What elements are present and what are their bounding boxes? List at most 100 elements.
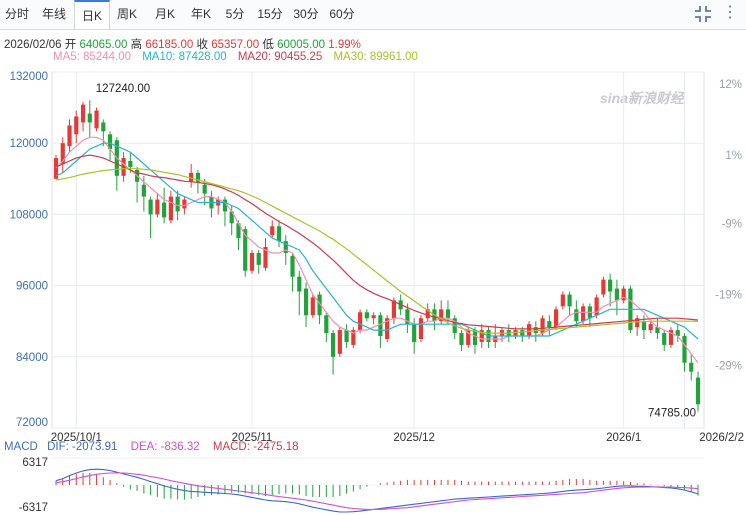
candle-body — [229, 211, 234, 224]
tab-0[interactable]: 分时 — [4, 7, 29, 21]
candle-body — [249, 252, 255, 271]
more-options-icon[interactable]: ⋮ — [722, 4, 738, 21]
ma-line-ma20 — [55, 154, 699, 330]
candle-body — [256, 252, 261, 265]
candle-body — [270, 226, 275, 236]
candle-body — [297, 276, 302, 292]
candle-body — [594, 297, 599, 316]
y-tick-label: 96000 — [16, 281, 48, 293]
tab-9[interactable]: 60分 — [329, 7, 355, 21]
x-tick-label: 2026/1 — [606, 432, 641, 444]
candle-body — [459, 333, 464, 345]
tab-8[interactable]: 30分 — [293, 7, 319, 21]
candle-body — [581, 306, 586, 322]
candle-body — [364, 312, 369, 319]
candle-body — [202, 184, 207, 194]
high-annotation: 127240.00 — [96, 83, 150, 95]
tab-6[interactable]: 5分 — [225, 7, 245, 21]
ma30-value: MA30: 89961.00 — [333, 51, 418, 63]
tab-1[interactable]: 年线 — [41, 7, 66, 21]
candle-body — [222, 199, 228, 212]
candle-body — [101, 122, 106, 132]
chart-frame — [51, 71, 705, 429]
candle-body — [344, 330, 349, 342]
ma20-value: MA20: 90455.25 — [237, 51, 323, 63]
candle-body — [236, 223, 241, 239]
y-tick-label: 108000 — [10, 209, 48, 221]
candle-body — [648, 324, 653, 331]
candle-body — [668, 330, 674, 345]
candle-body — [290, 255, 295, 277]
y-tick-label: 132000 — [10, 71, 48, 83]
candle-body — [439, 309, 444, 322]
right-tick-label: -19% — [715, 290, 742, 302]
candle-body — [74, 116, 79, 135]
ma-line-ma10 — [55, 142, 699, 340]
ma10-value: MA10: 87428.00 — [142, 51, 227, 63]
candle-body — [175, 196, 180, 212]
candle-body — [695, 377, 701, 405]
tab-4[interactable]: 月K — [154, 7, 175, 21]
candle-body — [263, 247, 268, 268]
candle-body — [358, 312, 363, 331]
ma5-value: MA5: 85244.00 — [53, 51, 132, 63]
candle-body — [337, 330, 342, 354]
ohlc-info: 2026/02/06 开 64065.00 高 66185.00 收 65357… — [4, 36, 361, 52]
candle-body — [540, 318, 545, 334]
tab-2[interactable]: 日K — [74, 0, 110, 29]
x-tick-label: 2026/2/2 — [699, 432, 744, 444]
y-tick-label: 84000 — [16, 352, 48, 364]
candle-body — [283, 241, 288, 253]
dea-value: DEA: -836.32 — [130, 441, 200, 453]
right-tick-label: -29% — [715, 361, 742, 373]
candle-body — [601, 279, 606, 295]
tab-5[interactable]: 年K — [190, 7, 211, 21]
macd-tick-bottom: -6317 — [19, 502, 48, 514]
ma-info: MA5: 85244.00 MA10: 87428.00 MA20: 90455… — [53, 51, 418, 63]
ma-line-ma30 — [55, 168, 699, 334]
candle-body — [621, 288, 626, 301]
candle-body — [662, 333, 667, 345]
candle-body — [195, 172, 201, 182]
candle-body — [67, 125, 72, 147]
candle-body — [425, 309, 430, 319]
info-open-label: 开 — [64, 39, 77, 51]
expand-icon[interactable] — [692, 3, 714, 25]
dea-line — [55, 472, 699, 510]
tab-3[interactable]: 周K — [116, 7, 137, 21]
candle-body — [574, 309, 579, 322]
candle-body — [391, 300, 396, 319]
candle-body — [445, 309, 451, 319]
macd-info: MACD DIF: -2073.91 DEA: -836.32 MACD: -2… — [4, 441, 299, 453]
candle-body — [182, 199, 187, 209]
candle-body — [53, 158, 59, 179]
candle-body — [553, 309, 559, 328]
y-tick-label: 72000 — [16, 417, 48, 429]
info-open: 64065.00 — [79, 39, 128, 51]
right-tick-label: 12% — [719, 79, 742, 91]
candle-body — [547, 321, 552, 328]
candle-body — [94, 110, 99, 129]
candle-body — [472, 330, 478, 345]
dif-value: DIF: -2073.91 — [47, 441, 118, 453]
x-tick-label: 2025/12 — [393, 432, 435, 444]
candle-body — [351, 330, 356, 345]
candle-body — [635, 318, 640, 328]
period-tabs: 分时 年线 日K 周K 月K 年K 5分 15分 30分 60分 — [0, 0, 746, 30]
candle-body — [479, 330, 484, 342]
candle-body — [189, 172, 194, 182]
candle-body — [655, 327, 660, 334]
x-tick-label: 2025/11 — [232, 432, 273, 444]
info-low: 60005.00 — [277, 39, 326, 51]
candle-body — [418, 318, 424, 339]
right-tick-label: -9% — [722, 218, 742, 230]
low-annotation: 74785.00 — [648, 407, 696, 419]
candle-body — [385, 318, 390, 339]
macd-value: MACD: -2475.18 — [212, 441, 299, 453]
candle-body — [608, 279, 613, 292]
candle-body — [317, 294, 322, 316]
tab-7[interactable]: 15分 — [257, 7, 283, 21]
info-low-label: 低 — [262, 39, 274, 51]
macd-tick-top: 6317 — [22, 457, 48, 469]
